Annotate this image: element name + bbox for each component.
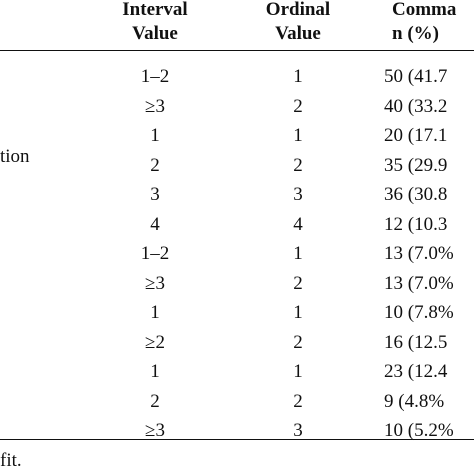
cell-interval-value: 1–2 xyxy=(140,243,170,264)
cell-command-count: 10 (7.8% xyxy=(384,302,454,323)
cell-command-count: 50 (41.7 xyxy=(384,66,448,87)
cell-ordinal-value: 4 xyxy=(293,214,303,235)
cell-ordinal-value: 2 xyxy=(293,332,303,353)
cell-command-count: 35 (29.9 xyxy=(384,155,448,176)
cell-command-count: 12 (10.3 xyxy=(384,214,448,235)
cell-command-count: 36 (30.8 xyxy=(384,184,448,205)
cell-interval-value: 2 xyxy=(150,391,160,412)
table-footnote: fit. xyxy=(0,450,22,471)
column-header-ordinal-line2: Value xyxy=(275,23,321,44)
header-divider xyxy=(0,50,474,51)
cell-interval-value: 1–2 xyxy=(140,66,170,87)
cell-ordinal-value: 1 xyxy=(293,125,303,146)
cell-ordinal-value: 2 xyxy=(293,96,303,117)
cell-interval-value: ≥3 xyxy=(145,420,165,441)
cell-command-count: 16 (12.5 xyxy=(384,332,448,353)
cell-command-count: 23 (12.4 xyxy=(384,361,448,382)
table-bottom-divider xyxy=(0,439,474,440)
cell-command-count: 13 (7.0% xyxy=(384,243,454,264)
cell-interval-value: ≥2 xyxy=(145,332,165,353)
cell-ordinal-value: 1 xyxy=(293,243,303,264)
column-header-command-line1: Comma xyxy=(392,0,457,20)
cell-ordinal-value: 1 xyxy=(293,361,303,382)
cell-ordinal-value: 1 xyxy=(293,302,303,323)
column-header-ordinal-value: Ordinal Value xyxy=(218,0,378,46)
cell-command-count: 20 (17.1 xyxy=(384,125,448,146)
cell-command-count: 10 (5.2% xyxy=(384,420,454,441)
cell-interval-value: 4 xyxy=(150,214,160,235)
column-header-interval-line1: Interval xyxy=(122,0,188,20)
column-header-interval-value: Interval Value xyxy=(85,0,225,46)
cell-ordinal-value: 2 xyxy=(293,273,303,294)
cell-interval-value: 1 xyxy=(150,125,160,146)
cell-command-count: 13 (7.0% xyxy=(384,273,454,294)
cell-interval-value: 1 xyxy=(150,361,160,382)
column-header-ordinal-line1: Ordinal xyxy=(265,0,331,20)
cell-interval-value: 3 xyxy=(150,184,160,205)
cell-ordinal-value: 3 xyxy=(293,420,303,441)
column-header-interval-line2: Value xyxy=(132,23,178,44)
cell-interval-value: 2 xyxy=(150,155,160,176)
cell-ordinal-value: 3 xyxy=(293,184,303,205)
column-header-command-line2: n (%) xyxy=(392,23,439,44)
cell-interval-value: ≥3 xyxy=(145,273,165,294)
cell-command-count: 40 (33.2 xyxy=(384,96,448,117)
cell-interval-value: 1 xyxy=(150,302,160,323)
cell-ordinal-value: 2 xyxy=(293,391,303,412)
cell-ordinal-value: 1 xyxy=(293,66,303,87)
cell-command-count: 9 (4.8% xyxy=(384,391,445,412)
cell-interval-value: ≥3 xyxy=(145,96,165,117)
row-label-partial: tion xyxy=(0,146,30,167)
cell-ordinal-value: 2 xyxy=(293,155,303,176)
column-header-command: Comma n (%) xyxy=(392,0,474,46)
